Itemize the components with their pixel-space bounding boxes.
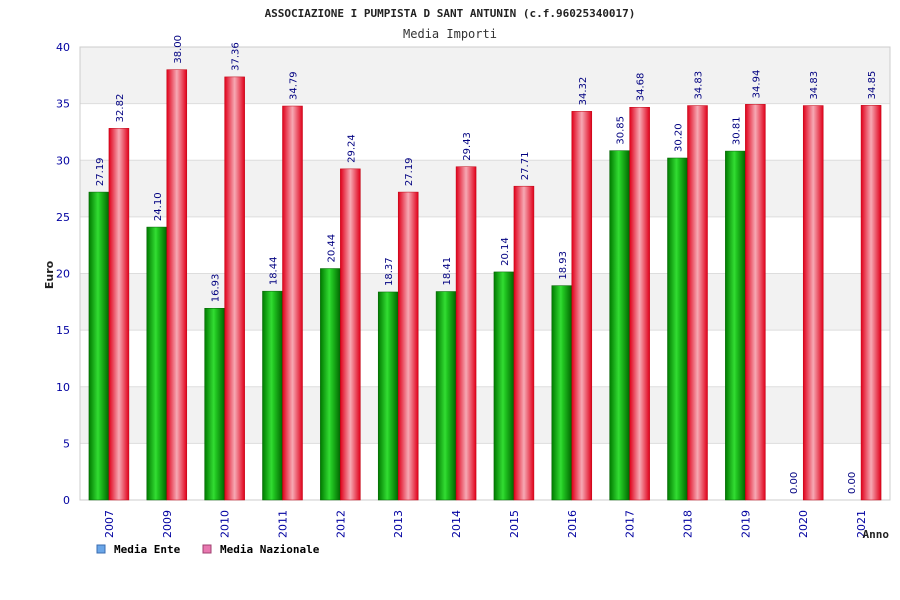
x-tick-label: 2015 [508,510,521,538]
bar-media-nazionale [455,166,477,501]
y-tick-label: 15 [56,324,70,337]
legend-label-media-nazionale: Media Nazionale [220,543,320,556]
data-label: 29.24 [346,134,357,163]
x-tick-label: 2020 [797,510,810,538]
bar-media-nazionale [860,105,882,501]
x-tick-label: 2012 [334,510,347,538]
bar-media-nazionale [802,105,824,501]
legend-swatch-media-ente [96,544,106,554]
data-label: 34.32 [578,77,589,106]
data-label: 30.81 [731,116,742,145]
x-axis-ticks: 2007 2009 2010 2011 2012 2013 2014 2015 2016 2017… [103,510,868,538]
bar-media-ente [493,271,515,501]
y-tick-label: 40 [56,41,70,54]
x-tick-label: 2013 [392,510,405,538]
data-label: 18.44 [269,257,280,286]
x-tick-label: 2021 [855,510,868,538]
data-label: 37.36 [231,42,242,71]
data-label: 20.14 [500,237,511,266]
y-tick-label: 5 [63,437,70,450]
y-tick-label: 35 [56,98,70,111]
data-label: 27.19 [95,157,106,186]
bar-media-ente [262,290,283,501]
data-label: 32.82 [115,94,126,123]
bar-media-nazionale [745,104,766,501]
data-label: 16.93 [211,274,222,303]
bar-media-ente [725,150,746,501]
chart-subtitle: Media Importi [403,27,497,41]
chart-title: ASSOCIAZIONE I PUMPISTA D SANT ANTUNIN (… [265,7,636,20]
grid-band [80,273,890,331]
data-label: 30.85 [616,116,627,145]
bar-media-ente [320,268,341,501]
bar-media-nazionale [629,106,650,501]
x-tick-label: 2019 [739,510,752,538]
bar-media-ente [88,191,110,501]
data-label: 38.00 [173,35,184,64]
bar-media-nazionale [282,105,303,501]
data-label: 34.83 [809,71,820,100]
data-label: 20.44 [326,234,337,263]
data-labels: 27.19 32.82 24.10 38.00 16.93 37.36 18.44 34.79… [95,35,878,494]
bar-media-nazionale [108,128,130,501]
bar-media-nazionale [513,185,535,501]
data-label: 34.83 [694,71,705,100]
bars [88,69,882,501]
plot-background [79,46,891,501]
bar-media-ente [551,285,573,501]
grid-band [80,386,890,444]
data-label: 27.19 [404,157,415,186]
data-label: 34.94 [751,70,762,99]
y-tick-label: 30 [56,154,70,167]
data-label: 27.71 [520,152,531,181]
y-tick-label: 25 [56,211,70,224]
x-tick-label: 2017 [624,510,637,538]
grid-band [80,47,890,104]
bar-media-ente [204,308,225,501]
y-tick-label: 20 [56,268,70,281]
x-tick-label: 2007 [103,510,116,538]
bar-media-nazionale [571,111,593,501]
bar-media-ente [609,150,630,501]
legend-swatch-media-nazionale [202,544,212,554]
x-tick-label: 2018 [682,510,695,538]
y-axis-ticks: 0 5 10 15 20 25 30 35 40 [56,41,70,507]
bar-media-ente [377,291,399,501]
data-label: 18.37 [384,257,395,286]
data-label: 29.43 [462,132,473,161]
bar-media-nazionale [166,69,188,501]
data-label: 30.20 [674,123,685,152]
y-axis-label: Euro [43,260,56,289]
y-tick-label: 0 [63,494,70,507]
bar-media-nazionale [340,168,361,501]
bar-media-ente [435,291,457,501]
bar-media-nazionale [224,76,245,501]
bar-media-nazionale [687,105,708,501]
data-label: 24.10 [153,192,164,221]
data-label: 34.79 [289,71,300,100]
x-tick-label: 2014 [450,510,463,538]
data-label: 34.68 [636,73,647,102]
grid-band [80,160,890,217]
data-label: 34.85 [867,71,878,100]
x-tick-label: 2016 [566,510,579,538]
legend-label-media-ente: Media Ente [114,543,181,556]
data-label: 0.00 [789,472,800,494]
data-label: 18.93 [558,251,569,280]
bar-media-nazionale [397,191,419,501]
legend: Media Ente Media Nazionale [96,543,320,556]
bar-media-ente [667,157,688,501]
y-tick-label: 10 [56,381,70,394]
data-label: 0.00 [847,472,858,494]
x-tick-label: 2011 [277,510,290,538]
data-label: 18.41 [442,257,453,286]
x-tick-label: 2010 [219,510,232,538]
bar-media-ente [146,226,168,501]
plot-border [79,46,891,501]
x-axis-label: Anno [863,528,890,541]
x-tick-label: 2009 [161,510,174,538]
